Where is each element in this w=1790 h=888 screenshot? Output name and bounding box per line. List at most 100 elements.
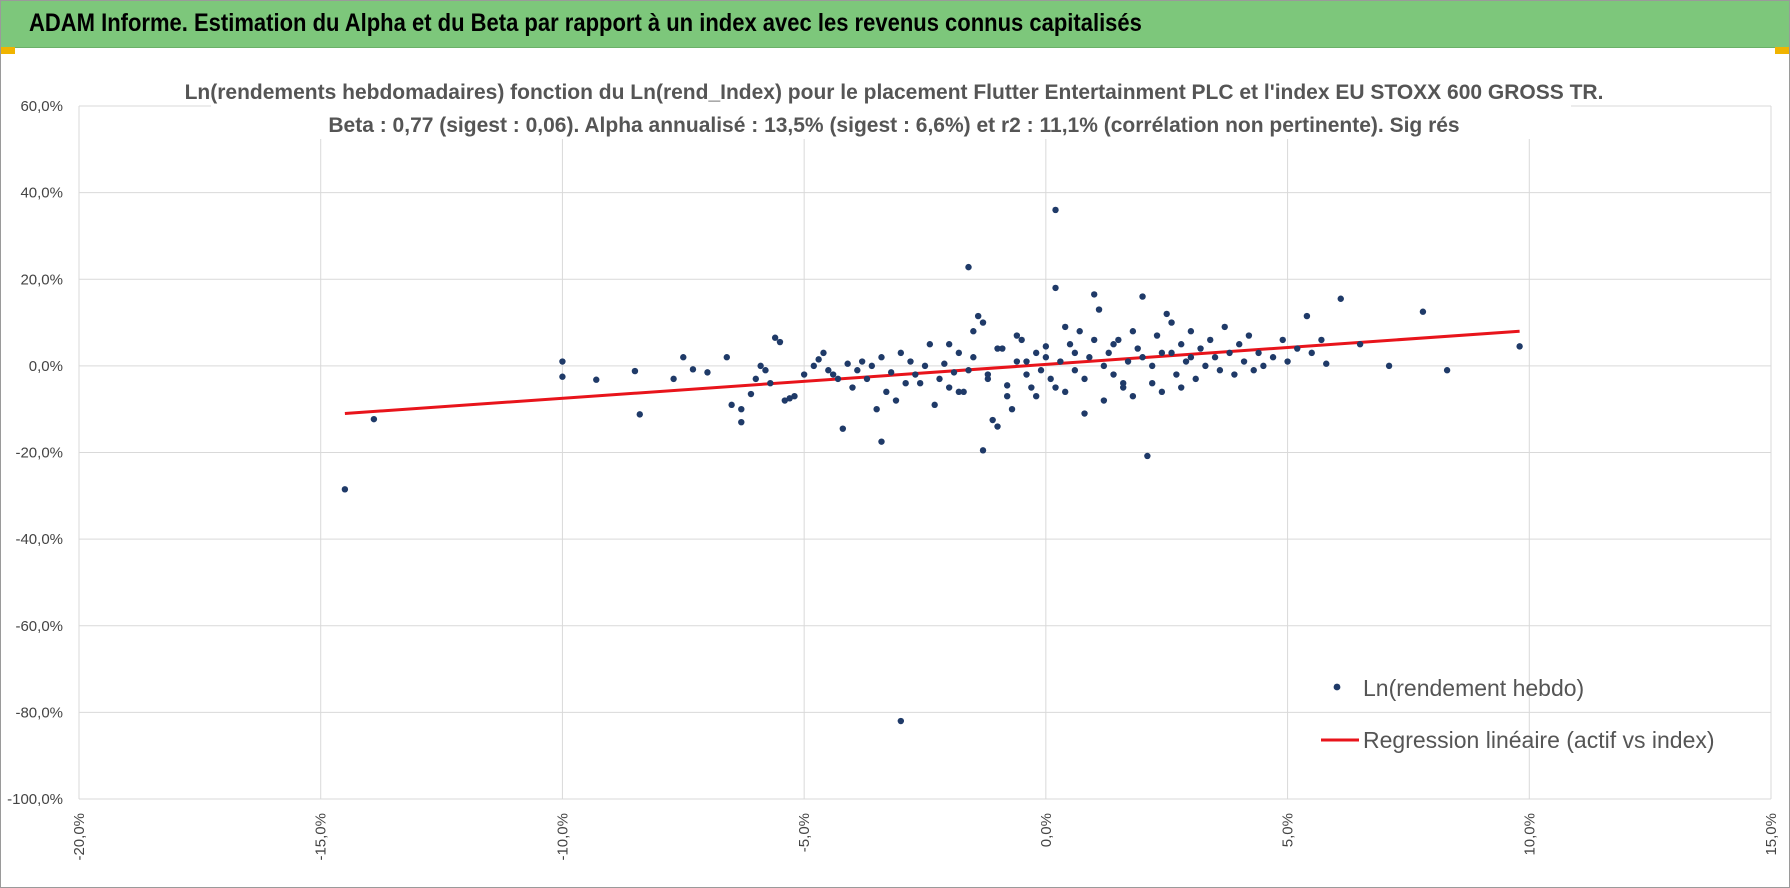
data-point — [1153, 332, 1161, 339]
data-point — [1158, 388, 1166, 396]
data-point — [757, 362, 764, 370]
data-point — [1110, 371, 1117, 378]
data-point — [738, 418, 745, 426]
data-point — [1110, 341, 1117, 348]
data-point — [921, 362, 929, 370]
legend: Ln(rendement hebdo) Regression linéaire … — [1321, 675, 1715, 753]
data-point — [1139, 354, 1146, 361]
data-point — [979, 319, 987, 326]
title-background — [211, 75, 1571, 139]
data-point — [1095, 306, 1103, 313]
data-point — [897, 717, 905, 725]
data-point — [897, 349, 905, 357]
data-point — [1013, 332, 1021, 339]
data-point — [945, 341, 953, 348]
data-point — [1294, 345, 1301, 352]
data-point — [979, 447, 987, 454]
data-point — [689, 366, 697, 373]
data-point — [916, 380, 924, 387]
data-point — [965, 367, 972, 374]
data-point — [1178, 384, 1185, 391]
data-point — [1303, 312, 1311, 320]
legend-label-points: Ln(rendement hebdo) — [1363, 675, 1584, 701]
data-point — [559, 358, 566, 365]
data-point — [887, 369, 895, 376]
data-point — [704, 369, 711, 376]
data-point — [1308, 349, 1315, 357]
data-point — [829, 371, 837, 378]
data-point — [858, 358, 866, 365]
data-point — [1076, 328, 1083, 335]
data-point — [960, 388, 967, 396]
data-point — [1018, 336, 1025, 344]
data-point — [878, 354, 885, 361]
chart-title: Ln(rendements hebdomadaires) fonction du… — [185, 81, 1604, 104]
data-point — [863, 375, 871, 383]
data-point — [1318, 336, 1325, 344]
data-point — [984, 371, 992, 378]
data-point — [1279, 336, 1286, 344]
data-point — [1124, 358, 1132, 365]
data-point — [781, 397, 789, 404]
data-point — [1105, 349, 1112, 357]
data-point — [892, 397, 900, 404]
data-point — [1202, 362, 1209, 370]
data-point — [1226, 349, 1233, 357]
data-point — [820, 349, 827, 357]
data-point — [1003, 392, 1011, 400]
corner-marker-top-right — [1775, 47, 1789, 54]
data-point — [776, 338, 784, 346]
data-point — [854, 367, 861, 374]
y-tick-label: 40,0% — [20, 185, 63, 202]
data-point — [1032, 392, 1040, 400]
data-point — [1207, 336, 1214, 344]
data-point — [1255, 349, 1262, 357]
data-point — [936, 375, 943, 383]
data-point — [341, 486, 349, 493]
data-point — [1149, 380, 1156, 387]
y-tick-label: -40,0% — [15, 531, 63, 548]
data-point — [1037, 367, 1045, 374]
data-point — [1129, 328, 1137, 335]
y-axis: 60,0% 40,0% 20,0% 0,0% -20,0% -40,0% -60,0% -80… — [7, 98, 63, 808]
grid-layer — [78, 105, 1772, 800]
data-point — [810, 362, 818, 370]
data-point — [1419, 308, 1427, 315]
data-point — [1356, 341, 1364, 348]
x-tick-label: 0,0% — [1038, 813, 1055, 847]
data-point — [1061, 323, 1069, 331]
data-point — [907, 358, 914, 365]
data-point — [994, 345, 1001, 352]
y-tick-label: 60,0% — [20, 98, 63, 115]
regression-layer — [344, 329, 1520, 416]
data-point — [1052, 284, 1059, 292]
data-point — [926, 341, 934, 348]
data-point — [738, 405, 745, 413]
data-point — [912, 371, 919, 378]
data-point — [1231, 371, 1238, 378]
data-point — [1250, 367, 1257, 374]
data-point — [941, 360, 948, 367]
data-point — [1197, 345, 1204, 352]
y-tick-label: 20,0% — [20, 271, 63, 288]
data-point — [636, 411, 643, 418]
data-point — [1284, 358, 1291, 365]
data-point — [1091, 336, 1098, 344]
data-point — [902, 380, 909, 387]
data-point — [728, 401, 735, 409]
data-point — [965, 263, 972, 271]
points-layer — [341, 206, 1523, 725]
data-point — [1221, 323, 1228, 331]
x-tick-label: 10,0% — [1521, 813, 1538, 856]
data-point — [1115, 336, 1122, 344]
data-point — [1057, 358, 1064, 365]
data-point — [1211, 354, 1219, 361]
data-point — [1337, 295, 1344, 302]
regression-line — [344, 329, 1520, 416]
data-point — [1052, 206, 1059, 214]
data-point — [670, 375, 677, 383]
x-tick-label: -10,0% — [554, 813, 571, 861]
data-point — [1032, 349, 1040, 357]
data-point — [1013, 358, 1021, 365]
